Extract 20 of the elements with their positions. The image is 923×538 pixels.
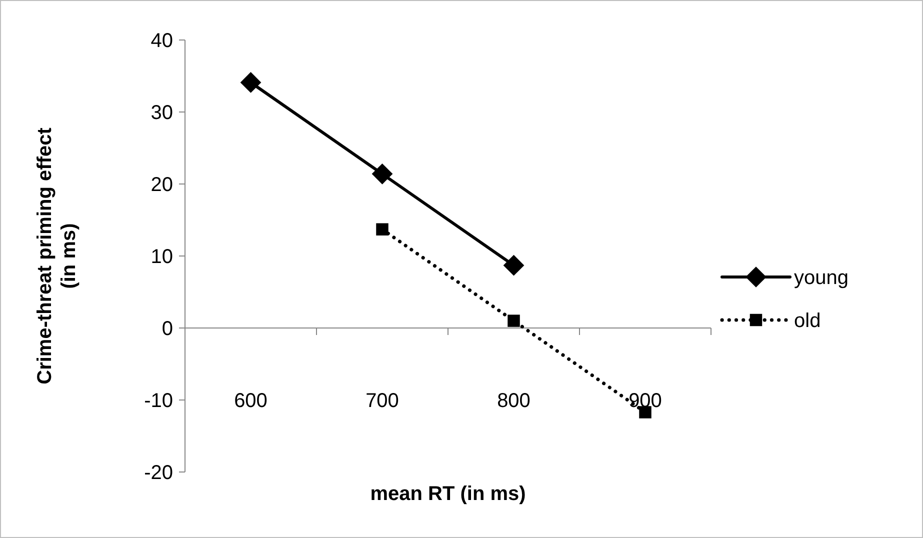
x-tick-label: 700 [366,390,399,412]
y-tick-label: 0 [162,318,173,340]
point [240,72,262,93]
y-tick-label: -20 [144,462,173,484]
legend-label: old [794,310,821,332]
x-tick-label: 900 [628,390,662,412]
y-tick-label: 20 [150,174,173,196]
point [503,254,524,276]
point [376,223,388,236]
point [372,163,393,184]
x-axis-title: mean RT (in ms) [370,483,526,505]
y-axis-title: Crime-threat priming effect (in ms) [34,127,80,384]
y-tick-label: 30 [150,102,173,124]
x-tick-label: 800 [497,390,530,412]
y-tick-label: 10 [150,246,173,268]
y-tick-label: -10 [144,390,173,412]
x-tick-label: 600 [234,390,268,412]
y-tick-label: 40 [150,30,173,52]
point [508,314,520,327]
legend-label: young [794,267,848,289]
